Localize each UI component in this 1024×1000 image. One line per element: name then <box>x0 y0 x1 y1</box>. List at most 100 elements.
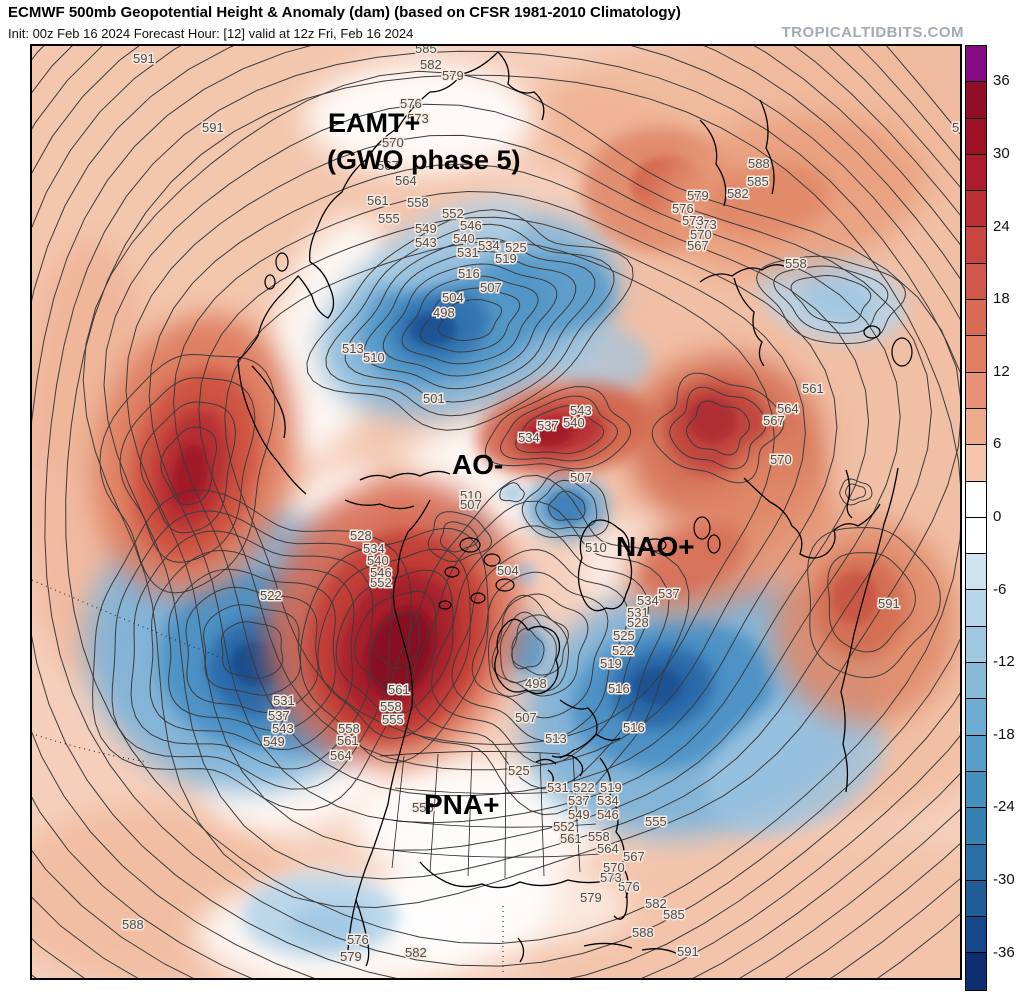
state-line <box>429 753 439 873</box>
contour-label: 567 <box>763 413 785 428</box>
contour-label: 591 <box>202 120 224 135</box>
contour-label: 513 <box>545 731 567 746</box>
colorbar-cell <box>966 336 986 373</box>
contour-label: 558 <box>380 699 402 714</box>
colorbar-cell <box>966 771 986 809</box>
island-outline <box>470 592 486 604</box>
contour-label: 582 <box>405 945 427 960</box>
contour-line <box>756 255 907 344</box>
contour-line <box>511 628 545 670</box>
contour-line <box>30 44 962 980</box>
island-outline <box>264 274 276 290</box>
colorbar-tick-label: 18 <box>993 290 1010 308</box>
contour-line <box>99 354 276 594</box>
contour-label: 567 <box>623 849 645 864</box>
contour-label: 507 <box>480 280 502 295</box>
contour-label: 561 <box>388 682 410 697</box>
colorbar-cell <box>966 227 986 264</box>
contour-line <box>499 611 557 684</box>
contour-line <box>451 549 629 741</box>
contour-label: 537 <box>658 586 680 601</box>
colorbar-tick-label: -6 <box>993 580 1007 598</box>
anomaly-blob <box>531 419 573 447</box>
contour-label: 555 <box>378 211 400 226</box>
contour-line <box>125 134 901 851</box>
contour-label: 531 <box>627 605 649 620</box>
contour-label: 525 <box>505 240 527 255</box>
contour-line <box>103 103 932 880</box>
contour-label: 576 <box>347 932 369 947</box>
contour-label: 558 <box>588 829 610 844</box>
contour-line <box>419 287 521 353</box>
anomaly-blob <box>554 326 650 398</box>
contour-label: 540 <box>563 415 585 430</box>
anomaly-blob <box>510 629 544 671</box>
colorbar-tick-label: -18 <box>993 725 1015 743</box>
contour-label: 519 <box>600 780 622 795</box>
colorbar-tick-label: -30 <box>993 871 1015 889</box>
coastline <box>743 469 881 559</box>
colorbar-cell <box>966 263 986 301</box>
contour-label: 507 <box>570 470 592 485</box>
contour-label: 516 <box>608 681 630 696</box>
island-outline <box>495 578 515 592</box>
contour-label: 570 <box>382 135 404 150</box>
contour-label: 543 <box>272 721 294 736</box>
anomaly-blob <box>500 483 524 503</box>
colorbar-cell <box>966 408 986 446</box>
contour-line <box>484 386 632 470</box>
contour-line <box>44 50 962 967</box>
contour-label: 516 <box>458 266 480 281</box>
contour-label: 522 <box>260 588 282 603</box>
contour-label: 588 <box>122 917 144 932</box>
contour-line <box>437 298 503 342</box>
contour-label: 534 <box>597 793 619 808</box>
contour-line <box>845 483 866 501</box>
contour-line <box>111 510 393 790</box>
contour-label: 570 <box>690 227 712 242</box>
annotation-text: AO- <box>452 449 503 480</box>
contour-label: 546 <box>597 807 619 822</box>
colorbar-cell <box>966 626 986 664</box>
contour-line <box>382 263 558 377</box>
coastlines <box>237 51 913 967</box>
island-outline <box>483 553 501 567</box>
contour-line <box>535 479 598 530</box>
contour-label: 510 <box>363 350 385 365</box>
colorbar-cell <box>966 663 986 700</box>
contour-label: 525 <box>508 763 530 778</box>
contour-label: 573 <box>407 111 429 126</box>
anomaly-colorbar <box>965 45 987 991</box>
contour-label: 528 <box>350 528 372 543</box>
contour-line <box>839 478 873 506</box>
contour-label: 549 <box>568 807 590 822</box>
contour-label: 534 <box>518 430 540 445</box>
graticule-dotted-lines <box>31 579 504 976</box>
contour-line <box>354 590 437 692</box>
contour-label: 573 <box>695 217 717 232</box>
anomaly-shading <box>30 44 962 980</box>
contour-line <box>499 482 525 503</box>
contour-label: 522 <box>573 780 595 795</box>
colorbar-cell <box>966 699 986 736</box>
contour-line <box>30 44 962 980</box>
contour-label: 564 <box>597 841 619 856</box>
coastline <box>309 51 499 263</box>
anomaly-blob <box>832 572 878 624</box>
contour-label: 504 <box>497 563 519 578</box>
colorbar-tick-label: 24 <box>993 217 1010 235</box>
colorbar-cell <box>966 917 986 954</box>
contour-line <box>203 604 301 696</box>
contour-label: 531 <box>457 245 479 260</box>
contour-label: 558 <box>407 195 429 210</box>
contour-line <box>686 400 750 456</box>
tropicaltidbits-watermark: TROPICALTIDBITS.COM <box>781 24 964 41</box>
contour-label: 573 <box>682 213 704 228</box>
contour-label: 555 <box>645 814 667 829</box>
anomaly-blob <box>450 865 630 945</box>
colorbar-cell <box>966 372 986 409</box>
contour-line <box>30 44 962 980</box>
colorbar-cell <box>966 953 986 990</box>
contour-label: 582 <box>727 186 749 201</box>
contour-label: 561 <box>367 193 389 208</box>
